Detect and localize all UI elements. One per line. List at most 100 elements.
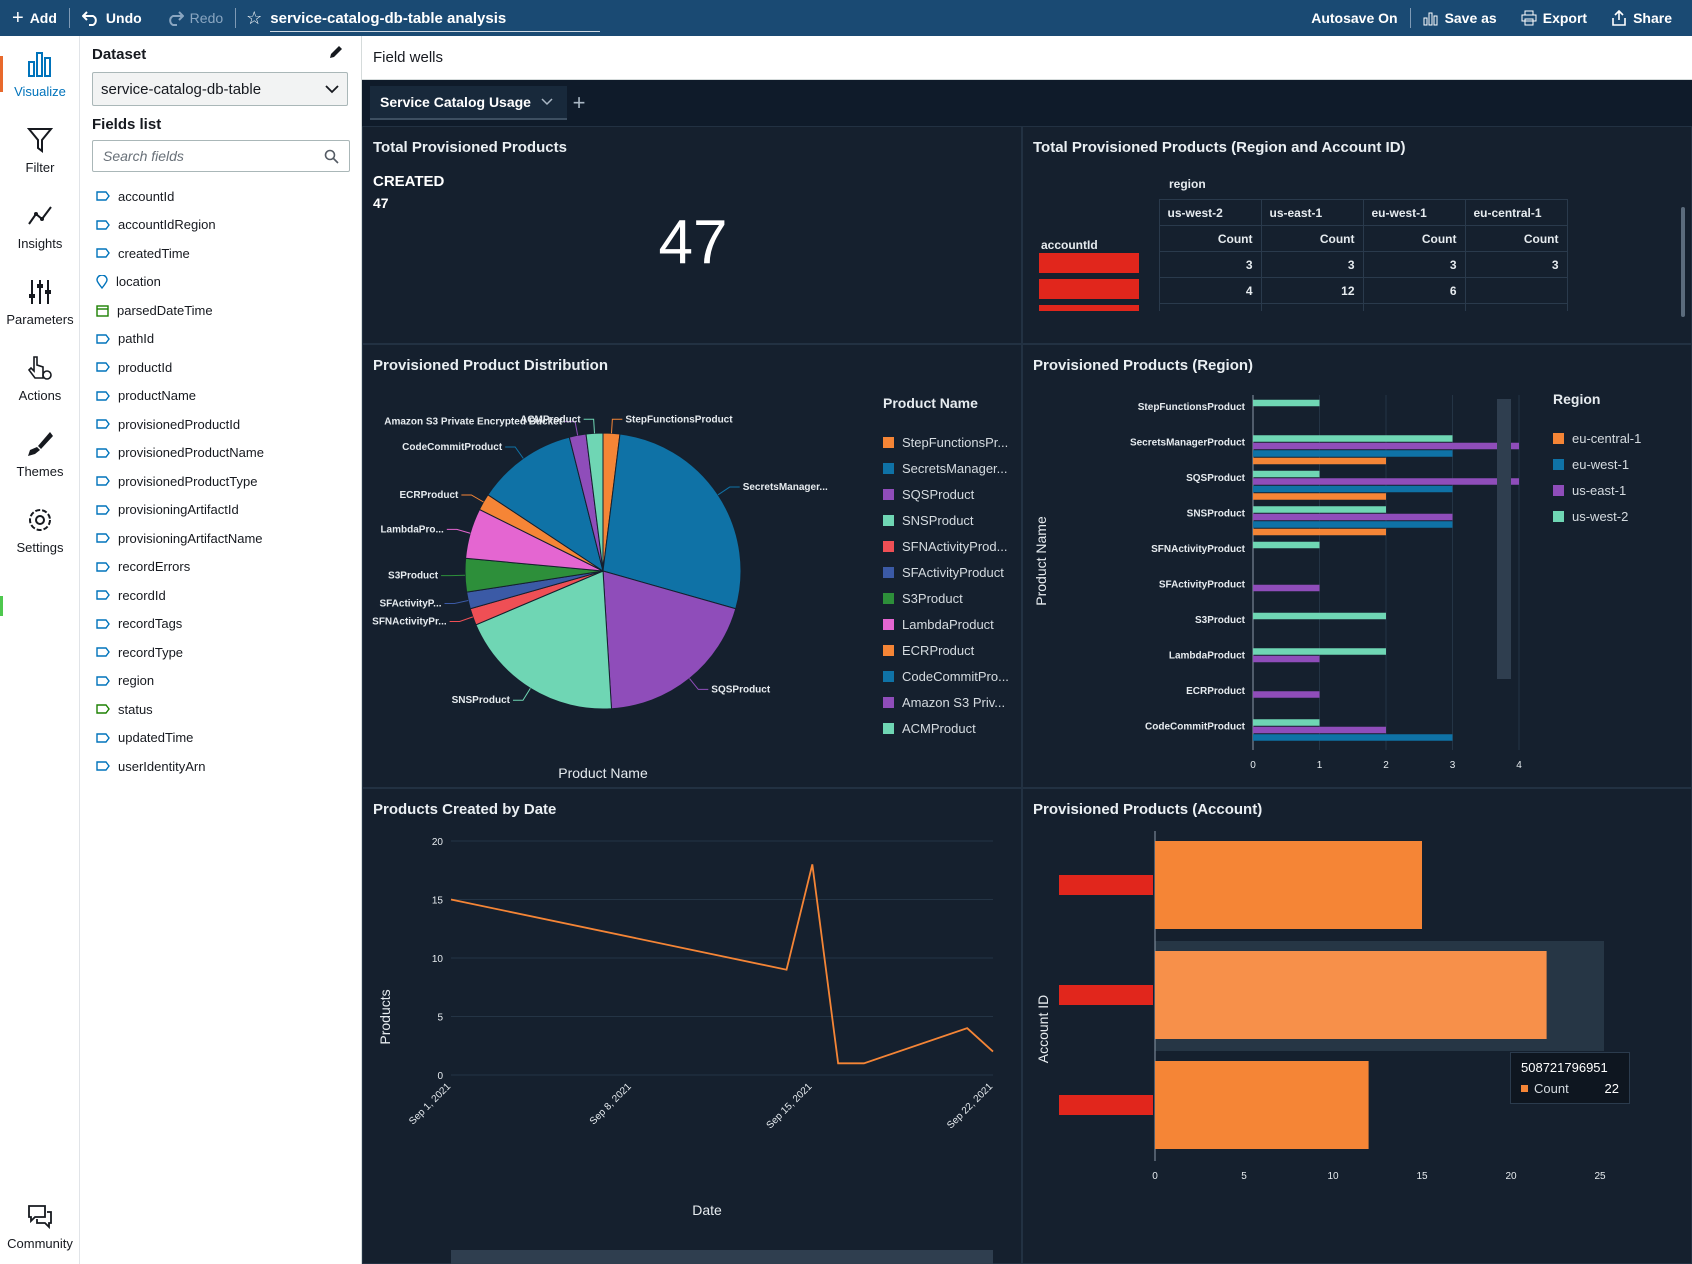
- legend-item[interactable]: ACMProduct: [883, 715, 1018, 741]
- field-item[interactable]: recordTags: [96, 610, 346, 639]
- rail-community[interactable]: Community: [0, 1204, 80, 1251]
- pie-leader-line: [505, 446, 524, 459]
- field-item[interactable]: provisionedProductName: [96, 439, 346, 468]
- region-legend-items: eu-central-1 eu-west-1 us-east-1 us-west-2: [1553, 425, 1683, 529]
- line-chart-scrollbar[interactable]: [451, 1250, 993, 1264]
- field-item[interactable]: provisionedProductType: [96, 467, 346, 496]
- fields-list: accountId accountIdRegion createdTime locat…: [96, 182, 346, 781]
- pie-chart-visual[interactable]: Provisioned Product Distribution StepFun…: [362, 344, 1022, 788]
- pie-slice-label: SFActivityP...: [379, 599, 441, 610]
- legend-item[interactable]: LambdaProduct: [883, 611, 1018, 637]
- star-icon[interactable]: ☆: [246, 7, 263, 28]
- rail-visualize[interactable]: Visualize: [0, 50, 80, 99]
- y-tick-label: S3Product: [1195, 615, 1246, 626]
- bar: [1253, 612, 1386, 620]
- redacted-account-label: [1059, 875, 1153, 895]
- rail-parameters[interactable]: Parameters: [0, 278, 80, 327]
- gear-icon: [29, 509, 51, 531]
- dataset-select[interactable]: service-catalog-db-table: [92, 72, 348, 106]
- fields-list-label: Fields list: [92, 116, 162, 133]
- share-button[interactable]: Share: [1599, 0, 1692, 36]
- field-item[interactable]: provisionedProductId: [96, 410, 346, 439]
- add-sheet-button[interactable]: +: [562, 86, 596, 120]
- rail-themes[interactable]: Themes: [0, 430, 80, 479]
- table-row[interactable]: 4 12 6: [1035, 277, 1568, 304]
- rail-settings[interactable]: Settings: [0, 506, 80, 555]
- add-button[interactable]: + Add: [12, 7, 57, 29]
- legend-item[interactable]: SQSProduct: [883, 481, 1018, 507]
- pie-slice: [475, 570, 613, 710]
- autosave-toggle[interactable]: Autosave On: [1311, 10, 1398, 26]
- search-icon[interactable]: [324, 149, 339, 164]
- legend-item[interactable]: Amazon S3 Priv...: [883, 689, 1018, 715]
- region-bar-chart-visual[interactable]: Provisioned Products (Region) Product Na…: [1022, 344, 1692, 788]
- field-item[interactable]: createdTime: [96, 239, 346, 268]
- legend-item[interactable]: ECRProduct: [883, 637, 1018, 663]
- pivot-scroll-area[interactable]: accountId us-west-2 us-east-1 eu-west-1 …: [1035, 199, 1581, 311]
- pie-slice-label: ACMProduct: [520, 414, 581, 425]
- field-item[interactable]: recordErrors: [96, 553, 346, 582]
- tab-service-catalog-usage[interactable]: Service Catalog Usage: [370, 86, 567, 120]
- field-item[interactable]: provisioningArtifactName: [96, 524, 346, 553]
- field-item[interactable]: accountIdRegion: [96, 211, 346, 240]
- legend-item[interactable]: SecretsManager...: [883, 455, 1018, 481]
- legend-item[interactable]: StepFunctionsPr...: [883, 429, 1018, 455]
- field-item[interactable]: accountId: [96, 182, 346, 211]
- legend-swatch: [1553, 484, 1564, 496]
- analysis-title-input[interactable]: service-catalog-db-table analysis: [270, 10, 601, 32]
- pivot-table-visual[interactable]: Total Provisioned Products (Region and A…: [1022, 126, 1692, 344]
- tooltip-account: 508721796951: [1521, 1060, 1608, 1075]
- field-item[interactable]: productName: [96, 382, 346, 411]
- kpi-value: 47: [658, 208, 728, 277]
- kpi-visual[interactable]: Total Provisioned Products CREATED 47 47: [362, 126, 1022, 344]
- legend-item[interactable]: SFNActivityProd...: [883, 533, 1018, 559]
- search-fields-input[interactable]: [103, 148, 313, 164]
- field-name: provisionedProductType: [118, 473, 258, 489]
- chevron-down-icon: [325, 85, 339, 94]
- line-chart-visual[interactable]: Products Created by Date Products 0 5 10 15…: [362, 788, 1022, 1264]
- x-tick-label: Sep 8, 2021: [588, 1081, 634, 1127]
- table-row[interactable]: 6333: [1035, 303, 1568, 311]
- field-item[interactable]: provisioningArtifactId: [96, 496, 346, 525]
- field-item[interactable]: location: [96, 268, 346, 297]
- legend-item[interactable]: us-east-1: [1553, 477, 1683, 503]
- export-button[interactable]: Export: [1509, 0, 1599, 36]
- field-item[interactable]: recordType: [96, 638, 346, 667]
- x-tick-label: 3: [1450, 760, 1456, 771]
- legend-item[interactable]: us-west-2: [1553, 503, 1683, 529]
- legend-item[interactable]: eu-central-1: [1553, 425, 1683, 451]
- region-chart-scrollbar[interactable]: [1497, 399, 1511, 679]
- rail-insights[interactable]: Insights: [0, 202, 80, 251]
- pencil-icon[interactable]: [328, 44, 344, 60]
- field-item[interactable]: recordId: [96, 581, 346, 610]
- legend-item[interactable]: SNSProduct: [883, 507, 1018, 533]
- account-bar-chart-visual[interactable]: Provisioned Products (Account) Account I…: [1022, 788, 1692, 1264]
- field-item[interactable]: pathId: [96, 325, 346, 354]
- field-item[interactable]: parsedDateTime: [96, 296, 346, 325]
- chevron-down-icon[interactable]: [541, 98, 553, 106]
- legend-item[interactable]: CodeCommitPro...: [883, 663, 1018, 689]
- legend-item[interactable]: SFActivityProduct: [883, 559, 1018, 585]
- pie-slice: [602, 570, 737, 710]
- field-item[interactable]: userIdentityArn: [96, 752, 346, 781]
- pie-leader-line: [565, 421, 579, 436]
- legend-item[interactable]: eu-west-1: [1553, 451, 1683, 477]
- field-item[interactable]: status: [96, 695, 346, 724]
- field-item[interactable]: productId: [96, 353, 346, 382]
- rail-actions[interactable]: Actions: [0, 354, 80, 403]
- legend-item[interactable]: S3Product: [883, 585, 1018, 611]
- pivot-scrollbar[interactable]: [1681, 207, 1685, 317]
- redo-button[interactable]: Redo: [154, 0, 235, 36]
- count-cell: 3: [1158, 251, 1262, 278]
- field-wells-bar[interactable]: Field wells: [362, 36, 1692, 80]
- x-tick-label: 5: [1241, 1171, 1247, 1182]
- save-as-button[interactable]: Save as: [1411, 0, 1509, 36]
- field-item[interactable]: updatedTime: [96, 724, 346, 753]
- field-name: provisioningArtifactId: [118, 502, 239, 518]
- count-cell: 3: [1362, 251, 1466, 278]
- rail-filter[interactable]: Filter: [0, 126, 80, 175]
- field-item[interactable]: region: [96, 667, 346, 696]
- undo-button[interactable]: Undo: [70, 0, 154, 36]
- field-name: accountId: [118, 188, 175, 204]
